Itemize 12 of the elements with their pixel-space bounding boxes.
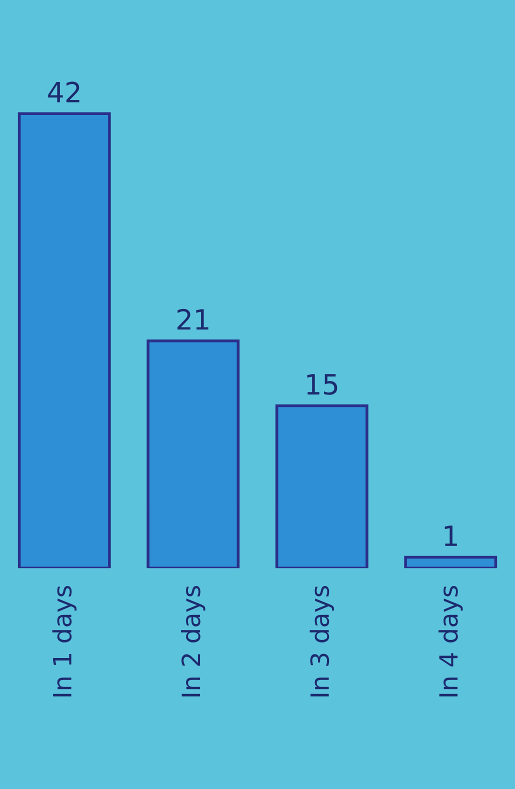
data-label: 1 — [444, 526, 457, 546]
data-label: 42 — [48, 82, 80, 102]
bar — [146, 339, 240, 568]
x-tick-label: In 3 days — [310, 586, 334, 696]
bar — [404, 556, 498, 568]
x-tick-label: In 4 days — [438, 586, 463, 696]
data-label: 21 — [177, 308, 208, 330]
data-label: 15 — [307, 374, 338, 395]
bar — [275, 404, 368, 568]
bar — [18, 112, 111, 568]
x-tick-label: In 2 days — [181, 586, 206, 696]
x-tick-label: In 1 days — [52, 586, 76, 696]
